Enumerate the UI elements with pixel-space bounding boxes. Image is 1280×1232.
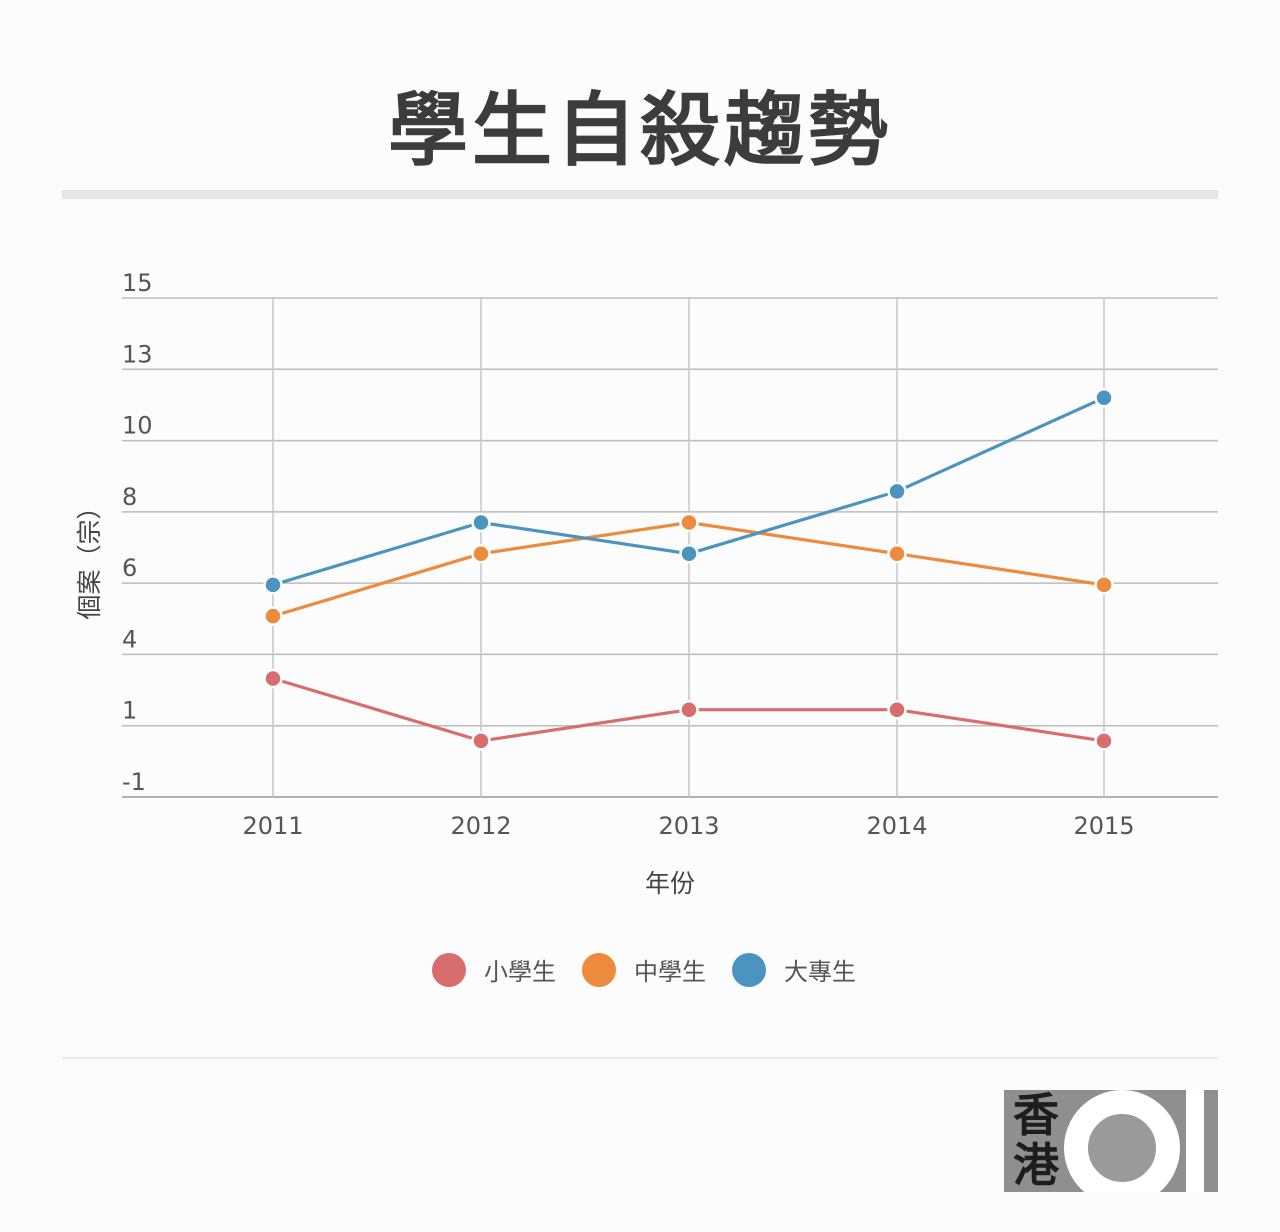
y-tick-label: -1 <box>122 768 146 796</box>
data-point <box>679 699 699 720</box>
y-axis-ticks: 15 13 10 8 6 4 1 -1 <box>122 269 153 796</box>
data-point <box>887 481 907 502</box>
series-points <box>263 388 1114 751</box>
y-tick-label: 4 <box>122 625 137 653</box>
legend-label: 小學生 <box>484 958 556 986</box>
data-point <box>887 543 907 564</box>
logo-bar-icon <box>1186 1090 1204 1192</box>
y-tick-label: 15 <box>122 269 153 297</box>
legend-label: 中學生 <box>634 958 706 986</box>
data-point <box>471 731 491 751</box>
y-tick-label: 1 <box>122 697 137 725</box>
data-point <box>679 543 699 564</box>
chart-title: 學生自殺趨勢 <box>388 84 892 177</box>
y-axis-label: 個案（宗） <box>75 494 104 619</box>
x-axis-ticks: 2011 2012 2013 2014 2015 <box>242 812 1134 840</box>
data-point <box>1094 575 1114 595</box>
y-tick-label: 13 <box>122 340 153 368</box>
data-point <box>679 512 699 533</box>
data-point <box>887 699 907 720</box>
x-tick-label: 2015 <box>1073 812 1134 840</box>
logo-ring-icon <box>1064 1090 1180 1206</box>
data-point <box>471 543 491 564</box>
legend-marker <box>732 952 766 987</box>
legend-item-primary[interactable]: 小學生 <box>432 952 556 987</box>
data-point <box>1094 731 1114 751</box>
grid-lines <box>122 297 1218 798</box>
x-axis-label: 年份 <box>645 869 695 898</box>
legend-label: 大專生 <box>784 958 856 986</box>
legend-marker <box>432 952 466 987</box>
title-divider <box>62 190 1218 199</box>
legend-item-secondary[interactable]: 中學生 <box>582 952 706 987</box>
legend-item-tertiary[interactable]: 大專生 <box>732 952 856 987</box>
x-tick-label: 2013 <box>658 812 719 840</box>
data-point <box>263 668 283 689</box>
data-point <box>263 606 283 626</box>
data-point <box>263 575 283 595</box>
footer-divider <box>62 1057 1218 1059</box>
x-tick-label: 2012 <box>450 812 511 840</box>
logo-text: 香港 <box>1013 1090 1059 1192</box>
data-point <box>471 512 491 533</box>
y-tick-label: 8 <box>122 483 137 511</box>
y-tick-label: 6 <box>122 554 137 582</box>
data-point <box>1094 388 1114 408</box>
y-tick-label: 10 <box>122 412 153 440</box>
legend: 小學生 中學生 大專生 <box>0 952 1280 987</box>
x-tick-label: 2011 <box>242 812 303 840</box>
x-tick-label: 2014 <box>866 812 927 840</box>
legend-marker <box>582 952 616 987</box>
